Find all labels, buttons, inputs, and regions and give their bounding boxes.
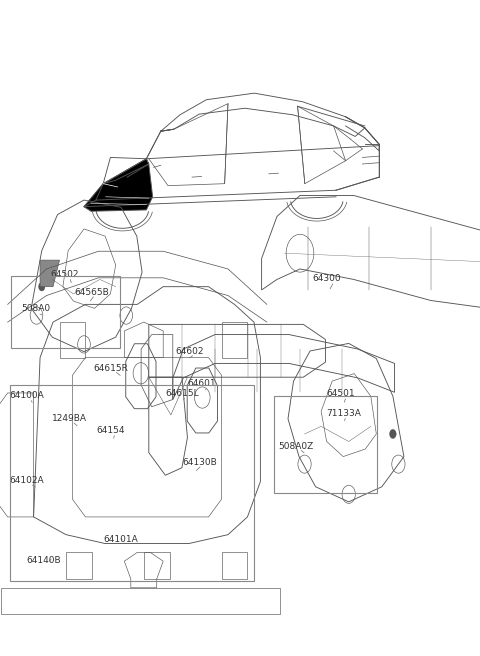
Text: 71133A: 71133A [326, 409, 361, 418]
Bar [10, 385, 254, 581]
Text: 1249BA: 1249BA [52, 414, 87, 423]
Text: 64300: 64300 [312, 274, 341, 283]
Text: 64102A: 64102A [10, 476, 44, 485]
Bar [11, 276, 120, 348]
Text: 64615L: 64615L [166, 389, 199, 398]
Text: 64601: 64601 [187, 379, 216, 388]
Circle shape [390, 430, 396, 438]
Text: 64140B: 64140B [26, 556, 61, 565]
Text: 64602: 64602 [175, 347, 204, 356]
Text: 64100A: 64100A [10, 391, 44, 400]
Polygon shape [84, 159, 149, 211]
Text: 64154: 64154 [96, 426, 124, 435]
Bar [274, 396, 377, 493]
Text: 508A0Z: 508A0Z [278, 441, 313, 451]
Text: 64130B: 64130B [182, 458, 217, 467]
Text: 508A0: 508A0 [22, 304, 51, 313]
Text: 64101A: 64101A [103, 535, 138, 544]
Text: 64501: 64501 [326, 389, 355, 398]
Polygon shape [40, 260, 60, 287]
Polygon shape [84, 164, 153, 211]
Circle shape [38, 282, 45, 291]
Text: 64502: 64502 [50, 270, 79, 279]
Text: 64565B: 64565B [74, 287, 109, 297]
Text: 64615R: 64615R [94, 363, 129, 373]
